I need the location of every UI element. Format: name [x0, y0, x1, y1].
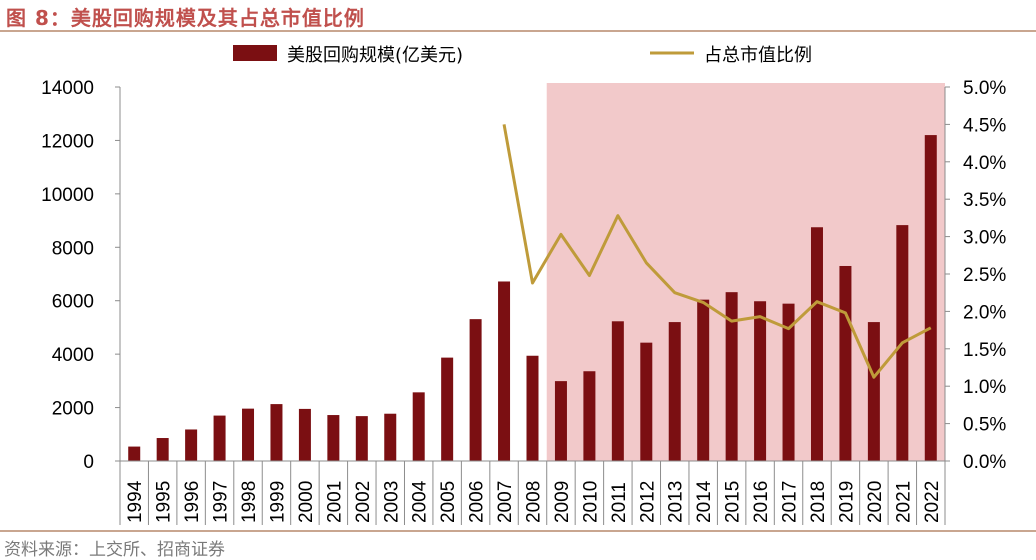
- bar-1995: [156, 438, 169, 461]
- bar-layer: [128, 135, 937, 462]
- x-tick-label-2017: 2017: [780, 481, 801, 523]
- x-tick-label-2009: 2009: [552, 481, 573, 523]
- bar-2020: [867, 322, 880, 461]
- bar-2008: [526, 355, 539, 461]
- bar-2005: [441, 357, 454, 461]
- legend: 美股回购规模(亿美元) 占总市值比例: [233, 45, 812, 66]
- x-tick-label-2004: 2004: [410, 480, 431, 523]
- x-tick-label-2020: 2020: [865, 481, 886, 523]
- x-tick-label-2015: 2015: [723, 481, 744, 523]
- x-tick-label-2021: 2021: [893, 481, 914, 523]
- bar-1996: [185, 429, 198, 461]
- x-tick-label-2019: 2019: [836, 481, 857, 523]
- x-tick-label-2013: 2013: [666, 481, 687, 523]
- x-tick-label-1997: 1997: [211, 481, 232, 523]
- bar-1994: [128, 446, 141, 461]
- legend-label-bar: 美股回购规模(亿美元): [287, 45, 463, 66]
- figure-title: 图 8：美股回购规模及其占总市值比例: [6, 6, 365, 30]
- x-tick-label-1999: 1999: [267, 481, 288, 523]
- x-tick-label-2002: 2002: [353, 481, 374, 523]
- buyback-chart: 0 2000 4000 6000 8000 10000 12000 14000 0.0% 0.5%…: [41, 45, 1006, 525]
- legend-label-line: 占总市值比例: [704, 45, 812, 66]
- y-right-tick-label: 0.0%: [963, 452, 1006, 473]
- x-tick-label-2005: 2005: [438, 481, 459, 523]
- legend-swatch-bar: [233, 45, 277, 61]
- x-tick-label-2006: 2006: [467, 481, 488, 523]
- bar-2007: [498, 281, 511, 461]
- bar-2011: [611, 321, 624, 461]
- bar-2014: [697, 299, 710, 461]
- market-cap-ratio-line: [502, 124, 932, 379]
- bar-2010: [583, 371, 596, 461]
- y-right-tick-label: 5.0%: [963, 78, 1006, 99]
- x-tick-label-1994: 1994: [125, 480, 146, 523]
- bar-1997: [213, 415, 226, 461]
- y-right-tick-label: 1.5%: [963, 340, 1006, 361]
- y-left-tick-label: 14000: [41, 78, 94, 99]
- x-tick-label-2011: 2011: [609, 482, 630, 523]
- bar-2012: [640, 342, 653, 461]
- x-tick-label-1996: 1996: [182, 481, 203, 523]
- bar-1998: [242, 408, 255, 461]
- bar-2017: [782, 303, 795, 461]
- shaded-region: [546, 83, 945, 461]
- line-layer: [502, 124, 932, 379]
- x-tick-label-2008: 2008: [524, 481, 545, 523]
- bar-2016: [754, 301, 767, 461]
- bar-2018: [810, 227, 823, 461]
- y-right-tick-label: 0.5%: [963, 415, 1006, 436]
- y-left-tick-label: 0: [83, 452, 94, 473]
- bar-2002: [355, 416, 368, 461]
- bar-2022: [924, 135, 937, 462]
- x-tick-label-2016: 2016: [751, 481, 772, 523]
- bar-2004: [412, 392, 425, 461]
- x-tick-label-2003: 2003: [381, 481, 402, 523]
- y-right-tick-label: 4.5%: [963, 115, 1006, 136]
- x-tick-label-2014: 2014: [694, 480, 715, 523]
- x-tick-label-1998: 1998: [239, 481, 260, 523]
- bar-2006: [469, 319, 482, 461]
- top-rule: [0, 30, 1036, 32]
- x-tick-label-1995: 1995: [154, 481, 175, 523]
- bar-1999: [270, 404, 283, 461]
- bar-2019: [839, 265, 852, 461]
- y-left-tick-label: 8000: [52, 238, 94, 259]
- bar-2013: [668, 322, 681, 461]
- x-tick-label-2022: 2022: [922, 481, 943, 523]
- bar-2015: [725, 292, 738, 461]
- y-left-tick-label: 10000: [41, 185, 94, 206]
- y-left-tick-label: 2000: [52, 399, 94, 420]
- x-tick-label-2001: 2001: [324, 481, 345, 523]
- y-left-tick-label: 4000: [52, 345, 94, 366]
- x-tick-label-2012: 2012: [637, 481, 658, 523]
- x-tick-label-2000: 2000: [296, 481, 317, 523]
- y-right-tick-label: 2.5%: [963, 265, 1006, 286]
- y-left-tick-label: 6000: [52, 292, 94, 313]
- bottom-rule: [0, 530, 1036, 532]
- y-right-tick-label: 1.0%: [963, 377, 1006, 398]
- x-tick-label-2010: 2010: [580, 481, 601, 523]
- y-right-tick-label: 3.5%: [963, 190, 1006, 211]
- source-note: 资料来源：上交所、招商证券: [4, 540, 225, 560]
- bar-2009: [554, 381, 567, 461]
- bar-2003: [384, 413, 397, 461]
- bar-2001: [327, 415, 340, 461]
- y-right-tick-label: 2.0%: [963, 302, 1006, 323]
- x-tick-label-2007: 2007: [495, 481, 516, 523]
- y-right-tick-label: 4.0%: [963, 153, 1006, 174]
- x-tick-label-2018: 2018: [808, 481, 829, 523]
- shaded-region-layer: [546, 83, 945, 461]
- y-right-tick-label: 3.0%: [963, 228, 1006, 249]
- bar-2000: [298, 408, 311, 461]
- axis-layer: 0 2000 4000 6000 8000 10000 12000 14000 0.0% 0.5%…: [41, 78, 1006, 525]
- y-left-tick-label: 12000: [41, 131, 94, 152]
